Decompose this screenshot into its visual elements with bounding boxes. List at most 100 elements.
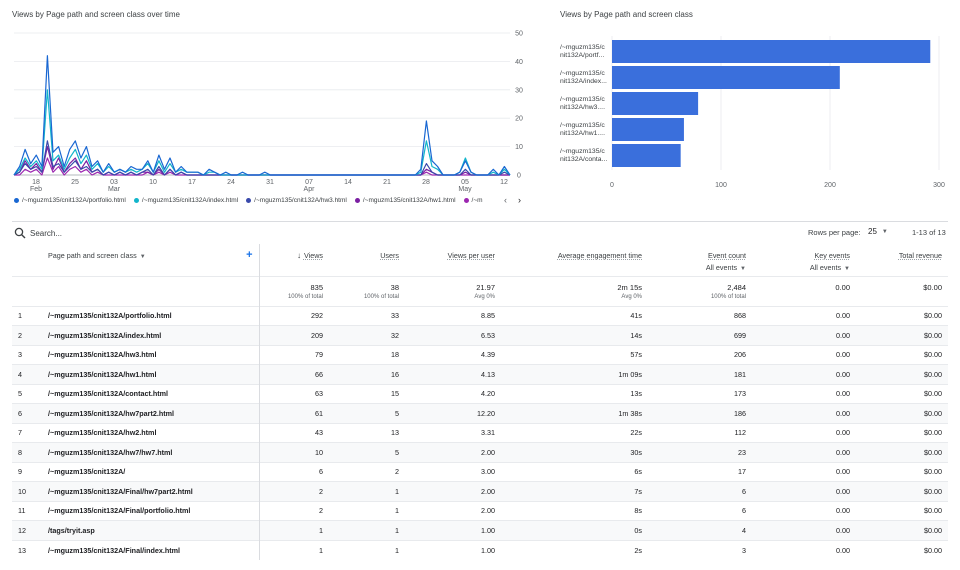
caret-down-icon[interactable]: ▼ — [139, 254, 146, 260]
avg-engagement-header[interactable]: Average engagement time — [557, 251, 642, 260]
bar-x-tick-label: 100 — [715, 182, 727, 189]
legend-item[interactable]: /~m — [463, 197, 483, 204]
row-index: 13 — [12, 539, 42, 560]
table-row[interactable]: 8/~mguzm135/cnit132A/hw7/hw7.html 10 5 2.00… — [12, 442, 948, 462]
cell-rev: $0.00 — [856, 520, 948, 540]
row-page-path[interactable]: /~mguzm135/cnit132A/portfolio.html — [42, 305, 260, 326]
cell-views: 292 — [259, 305, 329, 326]
event-count-filter[interactable]: All events ▼ — [705, 263, 746, 272]
table-row[interactable]: 11/~mguzm135/cnit132A/Final/portfolio.ht… — [12, 500, 948, 521]
legend-item[interactable]: /~mguzm135/cnit132A/portfolio.html — [14, 197, 126, 204]
table-row[interactable]: 1/~mguzm135/cnit132A/portfolio.html 292 33… — [12, 305, 948, 326]
row-page-path[interactable]: /~mguzm135/cnit132A/hw1.html — [42, 364, 260, 384]
table-row[interactable]: 4/~mguzm135/cnit132A/hw1.html 66 16 4.13 1m … — [12, 364, 948, 384]
bar-chart-title: Views by Page path and screen class — [560, 10, 693, 19]
table-row[interactable]: 3/~mguzm135/cnit132A/hw3.html 79 18 4.39 57s… — [12, 344, 948, 365]
legend-prev-icon[interactable]: ‹ — [504, 195, 507, 205]
cell-events: 206 — [648, 344, 752, 365]
event-count-header[interactable]: Event count All events ▼ — [648, 244, 752, 276]
key-events-header[interactable]: Key events All events ▼ — [752, 244, 856, 276]
cell-rev: $0.00 — [856, 461, 948, 482]
search-icon[interactable] — [14, 227, 26, 239]
cell-vpu: 8.85 — [405, 305, 501, 326]
legend-item[interactable]: /~mguzm135/cnit132A/hw1.html — [354, 197, 456, 204]
table-row[interactable]: 9/~mguzm135/cnit132A/6 2 3.00 6s 17 0.00 $0.00 — [12, 461, 948, 482]
y-tick-label: 40 — [515, 59, 523, 66]
cell-aet: 30s — [501, 442, 648, 462]
row-index: 7 — [12, 422, 42, 443]
bar-category-label: nit132A/hw3.... — [560, 104, 605, 111]
bar-x-tick-label: 0 — [610, 182, 614, 189]
cell-users: 33 — [329, 305, 405, 326]
total-revenue-header[interactable]: Total revenue — [898, 251, 942, 260]
cell-vpu: 3.31 — [405, 422, 501, 443]
key-events-filter[interactable]: All events ▼ — [809, 263, 850, 272]
cell-views: 209 — [259, 325, 329, 345]
x-tick-label: 14 — [344, 179, 352, 186]
row-page-path[interactable]: /tags/tryit.asp — [42, 520, 260, 540]
views-header[interactable]: ↓ Views — [296, 251, 323, 260]
table-row[interactable]: 12/tags/tryit.asp 1 1 1.00 0s 4 0.00 $0.00 — [12, 520, 948, 540]
row-page-path[interactable]: /~mguzm135/cnit132A/ — [42, 461, 260, 482]
row-page-path[interactable]: /~mguzm135/cnit132A/hw7part2.html — [42, 403, 260, 423]
table-row[interactable]: 13/~mguzm135/cnit132A/Final/index.html 1 1… — [12, 539, 948, 560]
add-dimension-icon[interactable]: + — [246, 249, 253, 261]
cell-vpu: 4.39 — [405, 344, 501, 365]
x-tick-label: 03 — [110, 179, 118, 186]
legend-dot-icon — [246, 198, 252, 203]
cell-users: 32 — [329, 325, 405, 345]
row-index: 2 — [12, 325, 42, 345]
cell-vpu: 1.00 — [405, 520, 501, 540]
bar-category-label: /~mguzm135/c — [560, 96, 605, 103]
x-tick-label: 17 — [188, 179, 196, 186]
rows-per-page-select[interactable]: 25 ▼ — [868, 227, 888, 236]
legend-item[interactable]: /~mguzm135/cnit132A/index.html — [133, 197, 238, 204]
row-page-path[interactable]: /~mguzm135/cnit132A/Final/portfolio.html — [42, 500, 260, 521]
row-page-path[interactable]: /~mguzm135/cnit132A/hw2.html — [42, 422, 260, 443]
cell-key: 0.00 — [752, 539, 856, 560]
cell-vpu: 2.00 — [405, 442, 501, 462]
cell-key: 0.00 — [752, 364, 856, 384]
line-chart-legend: /~mguzm135/cnit132A/portfolio.html /~mguz… — [14, 197, 499, 204]
row-page-path[interactable]: /~mguzm135/cnit132A/hw3.html — [42, 344, 260, 365]
row-page-path[interactable]: /~mguzm135/cnit132A/index.html — [42, 325, 260, 345]
cell-users: 5 — [329, 442, 405, 462]
table-row[interactable]: 7/~mguzm135/cnit132A/hw2.html 43 13 3.31 22s… — [12, 422, 948, 443]
cell-events: 6 — [648, 481, 752, 501]
cell-rev: $0.00 — [856, 500, 948, 521]
table-row[interactable]: 10/~mguzm135/cnit132A/Final/hw7part2.htm… — [12, 481, 948, 501]
row-page-path[interactable]: /~mguzm135/cnit132A/Final/hw7part2.html — [42, 481, 260, 501]
cell-rev: $0.00 — [856, 344, 948, 365]
dimension-header[interactable]: Page path and screen class ▼ + — [42, 244, 260, 276]
cell-events: 3 — [648, 539, 752, 560]
x-tick-label: 24 — [227, 179, 235, 186]
table-row[interactable]: 5/~mguzm135/cnit132A/contact.html 63 15 4.2… — [12, 383, 948, 404]
table-row[interactable]: 6/~mguzm135/cnit132A/hw7part2.html 61 5 12.… — [12, 403, 948, 423]
row-page-path[interactable]: /~mguzm135/cnit132A/contact.html — [42, 383, 260, 404]
search-input[interactable] — [30, 226, 330, 240]
views-per-user-header[interactable]: Views per user — [447, 251, 495, 260]
y-tick-label: 30 — [515, 87, 523, 94]
y-tick-label: 50 — [515, 31, 523, 38]
row-index: 12 — [12, 520, 42, 540]
cell-aet: 7s — [501, 481, 648, 501]
cell-aet: 1m 38s — [501, 403, 648, 423]
cell-aet: 41s — [501, 305, 648, 326]
legend-next-icon[interactable]: › — [518, 195, 521, 205]
cell-key: 0.00 — [752, 383, 856, 404]
row-page-path[interactable]: /~mguzm135/cnit132A/hw7/hw7.html — [42, 442, 260, 462]
table-row[interactable]: 2/~mguzm135/cnit132A/index.html 209 32 6.53… — [12, 325, 948, 345]
bar-category-label: nit132A/hw1.... — [560, 130, 605, 137]
users-header[interactable]: Users — [380, 251, 399, 260]
row-page-path[interactable]: /~mguzm135/cnit132A/Final/index.html — [42, 539, 260, 560]
cell-views: 79 — [259, 344, 329, 365]
legend-dot-icon — [354, 198, 360, 203]
cell-rev: $0.00 — [856, 481, 948, 501]
cell-rev: $0.00 — [856, 403, 948, 423]
cell-events: 868 — [648, 305, 752, 326]
legend-item[interactable]: /~mguzm135/cnit132A/hw3.html — [246, 197, 347, 204]
cell-aet: 22s — [501, 422, 648, 443]
cell-views: 1 — [259, 539, 329, 560]
cell-events: 23 — [648, 442, 752, 462]
cell-views: 66 — [259, 364, 329, 384]
